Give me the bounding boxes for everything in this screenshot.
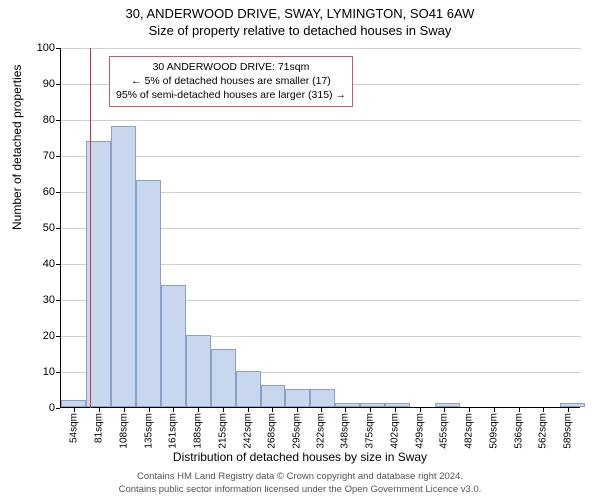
x-tick-label: 295sqm <box>291 413 302 449</box>
x-tick-mark <box>297 408 298 412</box>
x-tick-label: 509sqm <box>489 413 500 449</box>
plot-area: 010203040506070809010030 ANDERWOOD DRIVE… <box>60 48 580 408</box>
histogram-bar <box>211 349 236 407</box>
footer: Contains HM Land Registry data © Crown c… <box>0 471 600 496</box>
histogram-bar <box>360 403 385 407</box>
annotation-box: 30 ANDERWOOD DRIVE: 71sqm← 5% of detache… <box>109 56 353 107</box>
x-tick-mark <box>173 408 174 412</box>
histogram-bar <box>261 385 286 407</box>
x-tick-mark <box>519 408 520 412</box>
chart-title: 30, ANDERWOOD DRIVE, SWAY, LYMINGTON, SO… <box>0 0 600 40</box>
histogram-bar <box>61 400 86 407</box>
histogram-bar <box>136 180 161 407</box>
gridline <box>61 48 581 49</box>
y-tick-label: 70 <box>25 150 55 162</box>
histogram-bar <box>435 403 460 407</box>
x-tick-label: 161sqm <box>167 413 178 449</box>
y-tick-label: 20 <box>25 330 55 342</box>
annotation-line: 95% of semi-detached houses are larger (… <box>116 88 346 102</box>
gridline <box>61 156 581 157</box>
x-tick-mark <box>99 408 100 412</box>
gridline <box>61 120 581 121</box>
x-tick-label: 81sqm <box>93 413 104 443</box>
x-tick-label: 562sqm <box>538 413 549 449</box>
x-tick-mark <box>321 408 322 412</box>
histogram-bar <box>310 389 335 407</box>
x-tick-label: 536sqm <box>514 413 525 449</box>
x-tick-mark <box>248 408 249 412</box>
y-tick-label: 10 <box>25 366 55 378</box>
histogram-bar <box>186 335 211 407</box>
histogram-bar <box>560 403 585 407</box>
x-tick-label: 455sqm <box>439 413 450 449</box>
x-tick-label: 322sqm <box>316 413 327 449</box>
y-tick-label: 0 <box>25 402 55 414</box>
y-tick-label: 30 <box>25 294 55 306</box>
x-tick-mark <box>568 408 569 412</box>
title-line-2: Size of property relative to detached ho… <box>0 23 600 40</box>
y-tick-label: 100 <box>25 42 55 54</box>
x-tick-mark <box>345 408 346 412</box>
x-tick-label: 348sqm <box>340 413 351 449</box>
footer-line-2: Contains public sector information licen… <box>0 484 600 496</box>
footer-line-1: Contains HM Land Registry data © Crown c… <box>0 471 600 483</box>
y-tick-label: 40 <box>25 258 55 270</box>
x-tick-label: 429sqm <box>415 413 426 449</box>
x-tick-label: 108sqm <box>118 413 129 449</box>
y-tick-label: 50 <box>25 222 55 234</box>
x-tick-mark <box>124 408 125 412</box>
x-tick-label: 375sqm <box>365 413 376 449</box>
histogram-bar <box>111 126 136 407</box>
x-tick-label: 215sqm <box>217 413 228 449</box>
y-tick-label: 60 <box>25 186 55 198</box>
x-tick-mark <box>74 408 75 412</box>
x-tick-mark <box>420 408 421 412</box>
histogram-bar <box>335 403 360 407</box>
annotation-line: ← 5% of detached houses are smaller (17) <box>116 74 346 88</box>
x-tick-label: 589sqm <box>563 413 574 449</box>
x-tick-label: 268sqm <box>266 413 277 449</box>
x-tick-mark <box>370 408 371 412</box>
y-tick-label: 80 <box>25 114 55 126</box>
x-tick-label: 135sqm <box>143 413 154 449</box>
reference-line <box>90 48 91 408</box>
y-axis-label: Number of detached properties <box>10 65 24 230</box>
x-tick-label: 242sqm <box>242 413 253 449</box>
y-tick-label: 90 <box>25 78 55 90</box>
x-tick-mark <box>494 408 495 412</box>
x-tick-mark <box>198 408 199 412</box>
x-tick-label: 482sqm <box>464 413 475 449</box>
x-axis-label: Distribution of detached houses by size … <box>0 450 600 464</box>
x-tick-label: 188sqm <box>192 413 203 449</box>
x-tick-mark <box>543 408 544 412</box>
chart-container: 30, ANDERWOOD DRIVE, SWAY, LYMINGTON, SO… <box>0 0 600 500</box>
histogram-bar <box>285 389 310 407</box>
histogram-bar <box>385 403 410 407</box>
title-line-1: 30, ANDERWOOD DRIVE, SWAY, LYMINGTON, SO… <box>0 6 600 23</box>
annotation-line: 30 ANDERWOOD DRIVE: 71sqm <box>116 60 346 74</box>
x-tick-mark <box>469 408 470 412</box>
histogram-bar <box>161 285 186 407</box>
plot: 010203040506070809010030 ANDERWOOD DRIVE… <box>60 48 580 408</box>
x-tick-mark <box>444 408 445 412</box>
x-tick-mark <box>223 408 224 412</box>
x-tick-label: 54sqm <box>68 413 79 443</box>
x-tick-mark <box>395 408 396 412</box>
x-tick-mark <box>272 408 273 412</box>
histogram-bar <box>236 371 261 407</box>
x-tick-mark <box>149 408 150 412</box>
x-tick-label: 402sqm <box>390 413 401 449</box>
